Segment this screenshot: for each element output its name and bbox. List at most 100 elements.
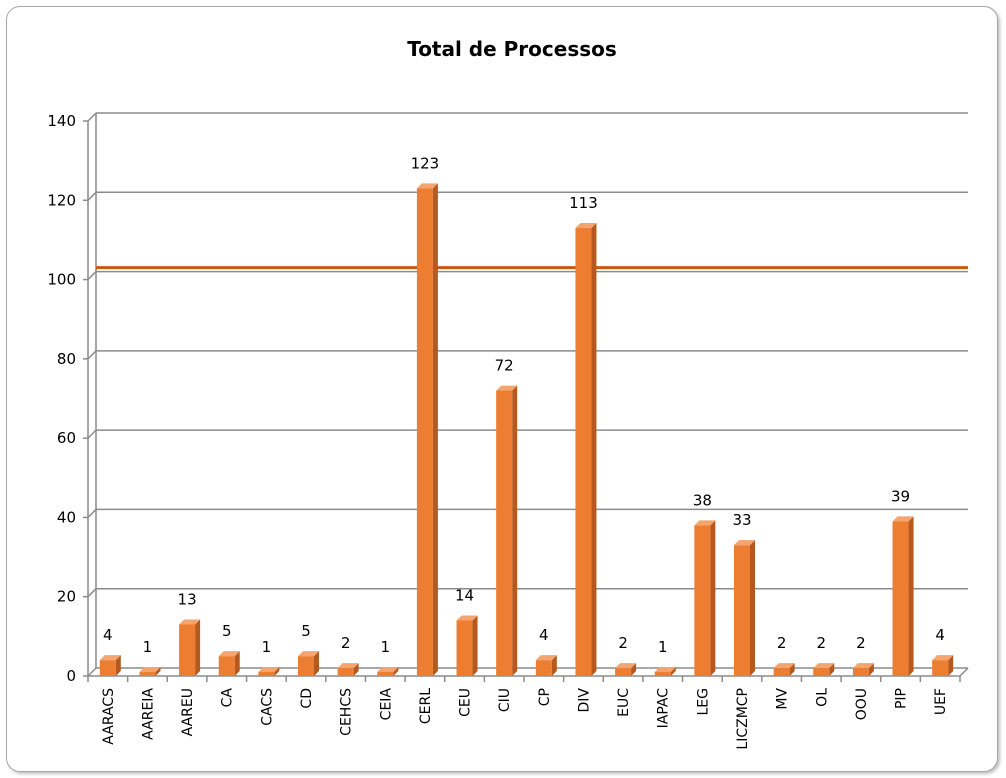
category-label: AAREIA xyxy=(140,688,156,740)
bar-side xyxy=(670,667,676,676)
bar-ciu xyxy=(496,385,518,676)
bar-front xyxy=(852,668,869,676)
chart-title: Total de Processos xyxy=(407,37,617,61)
bar-front xyxy=(813,668,830,676)
bar-side xyxy=(710,520,716,676)
bar-side xyxy=(631,663,637,676)
bar-side xyxy=(750,540,755,676)
bar-front xyxy=(535,660,552,676)
bar-top xyxy=(852,663,874,669)
category-label: UEF xyxy=(933,688,949,715)
category-label: MV xyxy=(775,688,791,710)
bar-side xyxy=(908,516,914,676)
bar-ceia xyxy=(377,667,399,676)
category-labels: AARACS AAREIA AAREU CA CACS CD CEHCS CEIA CERL CE… xyxy=(101,688,949,750)
category-label: CEHCS xyxy=(339,688,355,736)
bar-front xyxy=(932,660,949,676)
bar-side xyxy=(551,655,557,676)
bars xyxy=(99,183,954,677)
bar-front xyxy=(773,668,790,676)
category-label: CP xyxy=(537,688,553,706)
bar-front xyxy=(139,672,156,676)
category-label: CERL xyxy=(418,688,434,724)
bar-top xyxy=(416,183,438,189)
data-label: 33 xyxy=(732,511,751,529)
bar-front xyxy=(575,228,592,677)
bar-front xyxy=(615,668,632,676)
bar-div xyxy=(575,223,597,677)
y-tick-label: 0 xyxy=(66,667,76,685)
gridline-slant xyxy=(87,112,97,122)
bar-leg xyxy=(694,520,716,676)
data-label: 72 xyxy=(495,357,514,375)
data-label: 1 xyxy=(262,638,272,656)
data-label: 4 xyxy=(539,626,549,644)
bar-top xyxy=(377,667,399,673)
bar-top xyxy=(575,223,597,229)
bar-front xyxy=(456,620,473,676)
bar-aaracs xyxy=(99,655,121,676)
gridline-slant xyxy=(87,350,97,360)
bar-side xyxy=(829,663,835,676)
bar-front xyxy=(298,656,314,676)
y-tick-label: 120 xyxy=(47,191,76,209)
y-tick-label: 20 xyxy=(57,588,76,606)
bar-side xyxy=(789,663,795,676)
bar-top xyxy=(337,663,359,669)
category-label: EUC xyxy=(616,688,632,717)
bar-top xyxy=(773,663,795,669)
bar-top xyxy=(535,655,557,661)
bar-aareia xyxy=(139,667,161,676)
gridline-slant xyxy=(87,429,97,439)
bar-side xyxy=(393,667,399,676)
bar-oou xyxy=(852,663,874,676)
data-label: 39 xyxy=(891,487,910,505)
bar-cehcs xyxy=(337,663,359,676)
bar-cd xyxy=(298,651,319,676)
bar-side xyxy=(512,385,518,676)
category-label: AAREU xyxy=(180,688,196,736)
data-label: 1 xyxy=(658,638,668,656)
category-label: CIU xyxy=(497,688,513,712)
bar-front xyxy=(892,521,909,676)
bar-side xyxy=(234,651,240,676)
data-label: 38 xyxy=(693,491,712,509)
bar-side xyxy=(948,655,954,676)
bar-front xyxy=(416,188,433,676)
bar-top xyxy=(615,663,637,669)
bar-side xyxy=(591,223,597,677)
data-label: 2 xyxy=(856,634,866,652)
floor-slant xyxy=(959,667,969,677)
bar-top xyxy=(218,651,240,657)
category-label: AARACS xyxy=(101,688,117,745)
category-label: LEG xyxy=(695,688,711,716)
bar-side xyxy=(155,667,161,676)
bar-pip xyxy=(892,516,914,676)
bar-side xyxy=(868,663,874,676)
y-axis: 0 20 40 60 80 100 120 140 xyxy=(47,112,969,685)
bar-top xyxy=(734,540,755,546)
category-label: OL xyxy=(814,688,830,707)
bar-top xyxy=(99,655,121,661)
y-tick-label: 60 xyxy=(57,429,76,447)
gridline-slant xyxy=(87,508,97,518)
bar-ol xyxy=(813,663,835,676)
data-label: 2 xyxy=(777,634,787,652)
y-tick-label: 140 xyxy=(47,112,76,130)
data-label: 123 xyxy=(411,154,440,172)
bar-front xyxy=(694,525,711,676)
bar-top xyxy=(298,651,319,657)
category-label: CEU xyxy=(458,688,474,717)
y-tick-label: 80 xyxy=(57,350,76,368)
gridline-slant xyxy=(87,588,97,598)
category-label: PIP xyxy=(894,688,910,709)
bar-front xyxy=(496,390,513,676)
bar-side xyxy=(115,655,121,676)
bar-front xyxy=(654,672,671,676)
bar-front xyxy=(377,672,394,676)
bar-iapac xyxy=(654,667,676,676)
bar-top xyxy=(258,667,280,673)
bar-top xyxy=(496,385,518,391)
bar-cp xyxy=(535,655,557,676)
